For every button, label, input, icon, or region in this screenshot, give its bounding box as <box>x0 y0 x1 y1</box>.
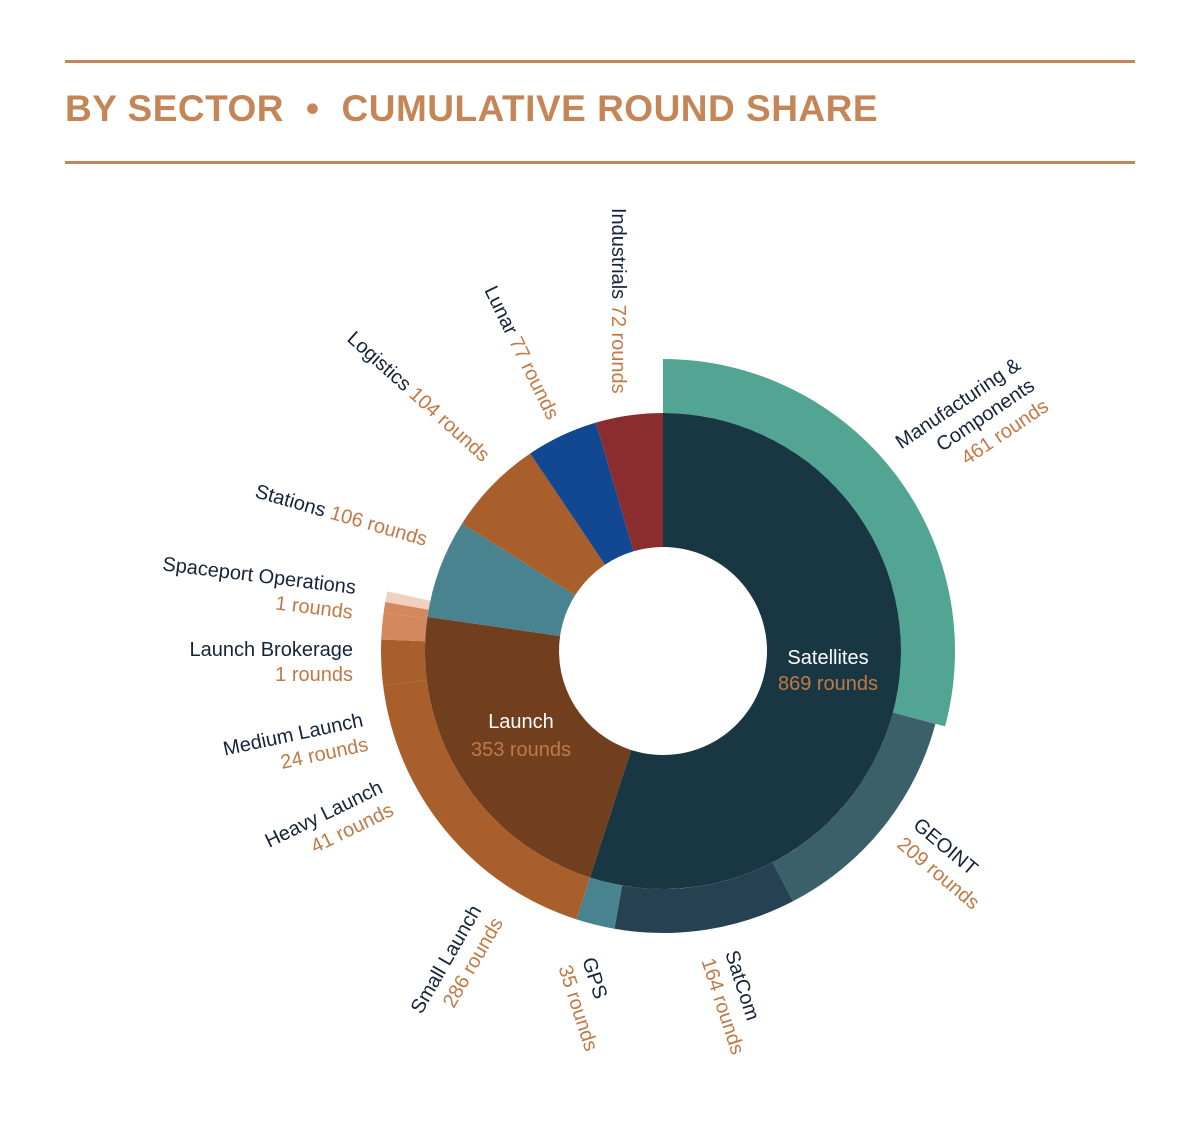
header-rule-bottom <box>65 161 1135 164</box>
inner-slice-logistics <box>462 453 605 596</box>
outer-slice-small-launch <box>383 680 590 920</box>
label-medium-launch: Medium Launch24 rounds <box>221 709 370 785</box>
label-satellites: Satellites 869 rounds <box>778 647 878 695</box>
outer-slice-manufacturing-and-components <box>663 359 955 727</box>
outer-slice-heavy-launch <box>381 639 427 686</box>
label-manufacturing-and-components: Manufacturing &Components461 rounds <box>892 354 1054 495</box>
label-launch-brokerage: Launch Brokerage 1 rounds <box>190 639 353 686</box>
label-heavy-launch: Heavy Launch41 rounds <box>262 777 398 875</box>
label-geoint: GEOINT209 rounds <box>893 814 1000 914</box>
inner-slice-lunar <box>530 422 634 565</box>
inner-slice-satellites <box>589 413 902 889</box>
label-satcom: SatCom164 rounds <box>696 948 772 1058</box>
inner-slice-industrials <box>595 413 663 552</box>
title-right: CUMULATIVE ROUND SHARE <box>341 88 879 129</box>
title-separator: • <box>306 88 320 129</box>
chart-title: BY SECTOR • CUMULATIVE ROUND SHARE <box>65 88 878 130</box>
title-left: BY SECTOR <box>65 88 285 129</box>
header-rule-top <box>65 60 1135 63</box>
label-industrials: Industrials 72 rounds <box>607 208 629 394</box>
outer-slice-spaceport-operations <box>385 591 431 610</box>
label-small-launch: Small Launch286 rounds <box>407 902 508 1030</box>
outer-slice-geoint <box>772 712 936 902</box>
inner-slice-launch <box>425 616 632 878</box>
outer-slice-launch-brokerage <box>383 602 429 619</box>
label-spaceport-operations: Spaceport Operations1 rounds <box>158 553 357 623</box>
label-stations: Stations 106 rounds <box>253 481 430 551</box>
outer-slice-satcom <box>614 862 793 933</box>
outer-slice-gps <box>576 877 623 929</box>
inner-slice-stations <box>427 523 576 637</box>
label-lunar: Lunar 77 rounds <box>480 283 564 424</box>
label-launch: Launch 353 rounds <box>471 711 571 761</box>
label-logistics: Logistics 104 rounds <box>343 327 494 466</box>
label-gps: GPS35 rounds <box>553 955 625 1054</box>
outer-slice-medium-launch <box>381 612 428 642</box>
